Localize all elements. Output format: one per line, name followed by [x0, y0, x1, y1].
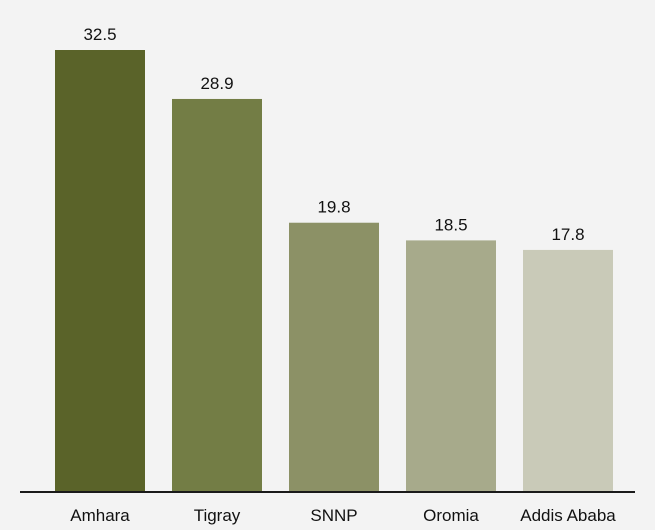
bar-value-label: 28.9 [200, 74, 233, 93]
x-tick-label: Amhara [70, 506, 130, 525]
x-tick-label: Tigray [194, 506, 241, 525]
value-labels-layer: 32.5 28.9 19.8 18.5 17.8 [83, 25, 584, 244]
x-tick-labels-layer: Amhara Tigray SNNP Oromia Addis Ababa [70, 506, 616, 525]
bar-oromia [406, 240, 496, 492]
bars-layer [55, 50, 613, 493]
bar-amhara [55, 50, 145, 492]
bar-value-label: 18.5 [434, 215, 467, 234]
x-tick-label: Addis Ababa [520, 506, 616, 525]
bar-snnp [289, 222, 379, 492]
x-tick-label: Oromia [423, 506, 479, 525]
bar-value-label: 19.8 [317, 198, 350, 217]
bar-value-label: 32.5 [83, 25, 116, 44]
bar-tigray [172, 98, 262, 493]
x-tick-label: SNNP [310, 506, 357, 525]
bar-addis-ababa [523, 249, 613, 492]
bar-value-label: 17.8 [551, 225, 584, 244]
